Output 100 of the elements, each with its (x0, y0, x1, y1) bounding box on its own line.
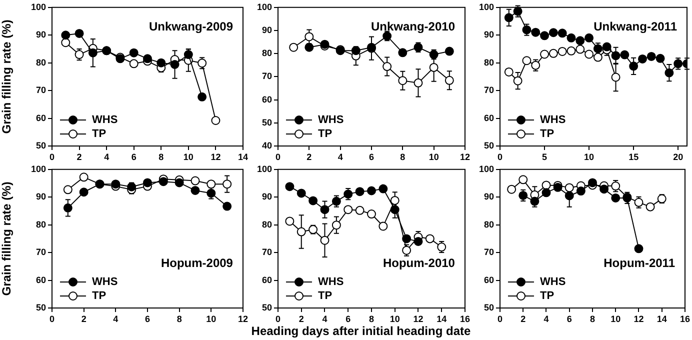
x-tick-label: 6 (131, 152, 136, 162)
legend-label: TP (540, 290, 554, 302)
text: Unkwang-2009 (148, 20, 234, 34)
y-tick-label: 70 (484, 247, 494, 258)
x-tick-label: 6 (368, 152, 374, 162)
x-tick-label: 4 (104, 152, 110, 162)
x-tick-label: 10 (584, 152, 594, 162)
legend-label: TP (92, 128, 106, 140)
y-tick-label: 50 (484, 140, 494, 150)
x-axis-title: Heading days after initial heading date (250, 324, 472, 338)
legend-label: WHS (540, 114, 566, 126)
y-tick-label: 50 (36, 140, 46, 150)
x-tick-label: 4 (338, 152, 343, 162)
y-tick-label: 100 (256, 164, 272, 174)
y-axis-title: Grain filling rate (%) (0, 182, 14, 296)
x-tick-label: 0 (497, 314, 503, 324)
x-tick-label: 6 (566, 314, 572, 324)
x-tick-label: 10 (390, 314, 400, 324)
x-tick-label: 15 (628, 152, 639, 162)
y-tick-label: 70 (484, 85, 494, 96)
x-tick-label: 12 (210, 152, 221, 162)
text: Hopum-2009 (160, 256, 234, 270)
x-tick-label: 4 (544, 314, 549, 324)
x-tick-label: 4 (113, 314, 118, 324)
x-tick-label: 6 (346, 314, 351, 324)
y-tick-label: 50 (484, 302, 494, 312)
y-tick-label: 90 (36, 192, 46, 202)
legend-label: WHS (92, 114, 118, 126)
y-tick-label: 80 (262, 219, 272, 230)
legend-label: TP (318, 290, 332, 302)
x-tick-label: 10 (206, 314, 216, 324)
x-tick-label: 2 (306, 152, 312, 162)
y-tick-label: 40 (262, 140, 272, 150)
legend-label: TP (92, 290, 106, 302)
x-tick-label: 12 (413, 314, 424, 324)
x-tick-label: 2 (520, 314, 526, 324)
x-tick-label: 0 (275, 314, 281, 324)
x-tick-label: 0 (497, 152, 503, 162)
y-tick-label: 60 (36, 112, 46, 123)
x-tick-label: 8 (368, 314, 374, 324)
y-tick-label: 60 (36, 274, 46, 285)
legend-label: WHS (92, 276, 118, 288)
legend-label: WHS (318, 114, 344, 126)
x-tick-label: 14 (238, 152, 248, 162)
text: Hopum-2011 (604, 256, 676, 270)
y-axis-title: Grain filling rate (%) (0, 20, 14, 134)
x-tick-label: 16 (680, 314, 690, 324)
x-tick-label: 2 (81, 314, 86, 324)
y-tick-label: 50 (262, 117, 272, 128)
y-tick-label: 70 (36, 247, 46, 258)
x-tick-label: 14 (656, 314, 667, 324)
y-tick-label: 50 (36, 302, 46, 312)
x-tick-label: 14 (436, 314, 447, 324)
x-tick-label: 8 (590, 314, 596, 324)
y-tick-label: 90 (484, 192, 494, 202)
y-tick-label: 100 (30, 2, 46, 12)
y-tick-label: 70 (262, 247, 272, 258)
y-tick-label: 70 (36, 85, 46, 96)
y-tick-label: 80 (36, 219, 46, 230)
y-tick-label: 100 (478, 164, 494, 174)
legend-label: TP (318, 128, 332, 140)
x-tick-label: 8 (400, 152, 406, 162)
x-tick-label: 20 (673, 152, 684, 162)
y-tick-label: 90 (484, 30, 494, 40)
text: Unkwang-2010 (370, 20, 456, 34)
x-tick-label: 6 (144, 314, 150, 324)
x-tick-label: 10 (428, 152, 439, 162)
x-tick-label: 0 (49, 314, 55, 324)
x-tick-label: 8 (158, 152, 164, 162)
y-tick-label: 60 (262, 274, 272, 285)
x-tick-label: 16 (460, 314, 470, 324)
y-tick-label: 100 (256, 2, 272, 12)
legend-label: WHS (318, 276, 344, 288)
text: Unkwang-2011 (594, 20, 678, 34)
y-tick-label: 70 (262, 71, 272, 82)
x-tick-label: 10 (183, 152, 194, 162)
y-tick-label: 60 (484, 112, 494, 123)
x-tick-label: 5 (542, 152, 548, 162)
x-tick-label: 0 (275, 152, 281, 162)
y-tick-label: 100 (30, 164, 46, 174)
y-tick-label: 80 (484, 219, 494, 230)
x-tick-label: 12 (634, 314, 644, 324)
legend-label: WHS (540, 276, 566, 288)
y-tick-label: 100 (478, 2, 494, 12)
text: Hopum-2010 (382, 256, 456, 270)
x-tick-label: 0 (49, 152, 55, 162)
x-tick-label: 4 (322, 314, 328, 324)
x-tick-label: 8 (176, 314, 182, 324)
x-tick-label: 10 (610, 314, 621, 324)
y-tick-label: 50 (262, 302, 272, 312)
y-tick-label: 90 (262, 192, 272, 202)
legend-label: TP (540, 128, 554, 140)
y-tick-label: 80 (262, 48, 272, 58)
y-tick-label: 90 (36, 30, 46, 40)
y-tick-label: 90 (262, 24, 272, 35)
x-tick-label: 12 (460, 152, 470, 162)
y-tick-label: 60 (484, 274, 494, 285)
y-tick-label: 80 (484, 57, 494, 68)
x-tick-label: 12 (238, 314, 248, 324)
y-tick-label: 80 (36, 57, 46, 68)
